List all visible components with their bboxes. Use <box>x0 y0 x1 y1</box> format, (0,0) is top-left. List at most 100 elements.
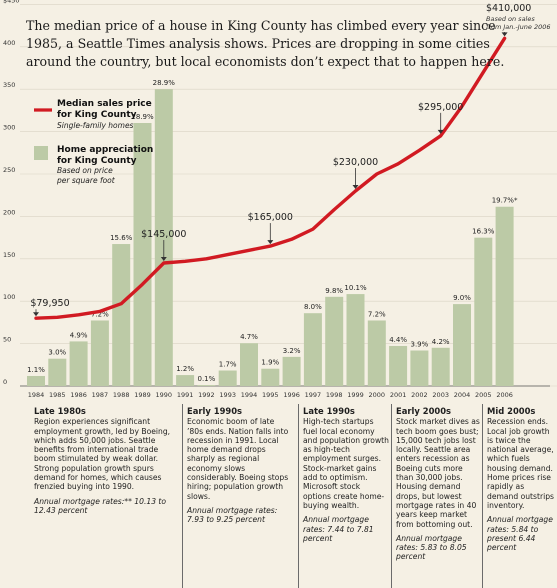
bar-value-label: 8.0% <box>304 303 322 311</box>
appreciation-bar <box>176 375 195 386</box>
x-tick-label: 1988 <box>113 391 130 399</box>
era-annotations: Late 1980s Region experiences significan… <box>0 400 557 588</box>
x-tick-label: 1985 <box>49 391 66 399</box>
appreciation-bar <box>27 375 45 386</box>
callout-arrowhead <box>160 257 167 262</box>
legend-bar-sub-1: Based on price <box>57 166 113 175</box>
x-tick-label: 1997 <box>305 391 322 399</box>
y-tick-label: 100 <box>3 293 15 301</box>
y-tick-label: 400 <box>3 39 15 47</box>
era-body: Recession ends. Local job growth is twic… <box>487 417 554 510</box>
era-rate: Annual mortgage rates: 7.44 to 7.81 perc… <box>303 515 374 543</box>
bar-value-label: 0.1% <box>198 375 216 383</box>
bar-value-label: 1.1% <box>27 366 45 374</box>
era-body: Economic boom of late ’80s ends. Nation … <box>187 417 289 501</box>
legend: Median sales price for King County Singl… <box>34 99 153 185</box>
headline: The median price of a house in King Coun… <box>26 18 505 69</box>
appreciation-bar <box>431 347 450 386</box>
bar-value-label: 1.7% <box>219 361 237 369</box>
x-tick-label: 1986 <box>70 391 87 399</box>
x-tick-label: 2003 <box>432 391 449 399</box>
bar-value-label: 10.1% <box>344 284 367 292</box>
bar-value-label: 15.6% <box>110 234 133 242</box>
bar-value-label: 28.9% <box>153 79 176 87</box>
era-rate: Annual mortgage rates: 5.83 to 8.05 perc… <box>396 533 467 562</box>
appreciation-bar <box>261 368 280 386</box>
appreciation-bar <box>389 345 408 386</box>
bar-value-label: 16.3% <box>472 228 495 236</box>
bar-value-label: 9.8% <box>325 287 343 295</box>
appreciation-bar <box>240 343 258 386</box>
price-callout-label: $230,000 <box>333 157 378 168</box>
price-callout-label: $79,950 <box>30 298 69 309</box>
era-rate: Annual mortgage rates: 5.84 to present 6… <box>487 515 553 553</box>
x-tick-label: 1995 <box>262 391 279 399</box>
price-chart: 1.1% 3.0% 4.9% 7.2% 15.6% 28.9% 1.2% 0.1%1.7% 4.… <box>3 0 557 399</box>
x-tick-label: 1989 <box>134 391 151 399</box>
callout-arrowhead <box>33 312 39 317</box>
price-callout-label: $165,000 <box>248 212 293 223</box>
era-title: Late 1990s <box>303 406 355 416</box>
appreciation-bar <box>367 320 386 386</box>
price-callout-label: $295,000 <box>418 102 463 113</box>
price-callouts: $79,950 $145,000 $165,000 $230,000 $295,000 <box>30 32 508 317</box>
y-tick-label: 150 <box>3 251 15 259</box>
bar-value-label: 1.9% <box>261 359 279 367</box>
appreciation-bar <box>90 320 109 386</box>
appreciation-bar <box>410 350 429 386</box>
appreciation-bar <box>133 123 152 386</box>
callout-arrowhead <box>352 184 359 189</box>
top-callout: $410,000 Based on sales from Jan.-June 2… <box>486 3 551 31</box>
era-body: Region experiences significant employmen… <box>34 417 171 492</box>
appreciation-bar <box>325 296 344 386</box>
x-tick-label: 1991 <box>177 391 194 399</box>
top-callout-arrowhead <box>501 32 508 37</box>
era-title: Early 1990s <box>187 406 243 416</box>
median-price-line <box>34 36 507 320</box>
era-late-1990s: Late 1990s High-tech startups fuel local… <box>303 406 389 543</box>
top-note-line-1: Based on sales <box>486 15 535 23</box>
callout-arrowhead <box>437 129 444 134</box>
bar-value-label: 1.2% <box>176 365 194 373</box>
bar-value-label: 9.0% <box>453 294 471 302</box>
bar-value-label: 4.2% <box>432 338 450 346</box>
appreciation-bar <box>197 385 216 386</box>
bar-value-label: 7.2% <box>91 310 109 318</box>
x-tick-label: 1990 <box>156 391 173 399</box>
bar-value-label: 4.4% <box>389 336 407 344</box>
legend-line-sub: Single-family homes <box>57 121 134 130</box>
appreciation-bar <box>495 206 514 386</box>
era-title: Mid 2000s <box>487 406 536 416</box>
y-tick-label: 200 <box>3 208 15 216</box>
y-tick-label: 250 <box>3 166 15 174</box>
x-tick-label: 2002 <box>411 391 428 399</box>
appreciation-bar <box>474 237 493 386</box>
appreciation-bar <box>346 294 365 386</box>
appreciation-bar <box>154 89 173 386</box>
x-tick-label: 1987 <box>92 391 109 399</box>
appreciation-bar <box>69 341 88 386</box>
bar-value-label: 3.2% <box>283 347 301 355</box>
legend-bar-sub-2: per square foot <box>56 176 116 185</box>
y-tick-label: 300 <box>3 124 15 132</box>
era-title: Early 2000s <box>396 406 452 416</box>
x-tick-label: 1984 <box>28 391 45 399</box>
top-value-label: $410,000 <box>486 3 531 14</box>
era-early-1990s: Early 1990s Economic boom of late ’80s e… <box>187 406 291 525</box>
legend-bar-swatch <box>34 146 48 160</box>
y-tick-label: $450 <box>3 0 20 4</box>
bar-value-label: 3.9% <box>411 341 429 349</box>
era-body: High-tech startups fuel local economy an… <box>303 417 389 510</box>
x-tick-label: 2000 <box>369 391 386 399</box>
y-axis-labels: $450 400 350 300 250 200 150 100 50 0 <box>3 0 20 386</box>
x-tick-label: 2005 <box>475 391 492 399</box>
x-tick-label: 1994 <box>241 391 258 399</box>
callout-arrowhead <box>267 240 274 245</box>
y-tick-label: 350 <box>3 81 15 89</box>
era-mid-2000s: Mid 2000s Recession ends. Local job grow… <box>487 406 555 553</box>
appreciation-bars <box>27 89 514 386</box>
era-rate: Annual mortgage rates:** 10.13 to 12.43 … <box>34 496 167 515</box>
top-note-line-2: from Jan.-June 2006 <box>486 23 551 31</box>
x-tick-label: 1999 <box>347 391 364 399</box>
appreciation-bar <box>282 356 301 386</box>
